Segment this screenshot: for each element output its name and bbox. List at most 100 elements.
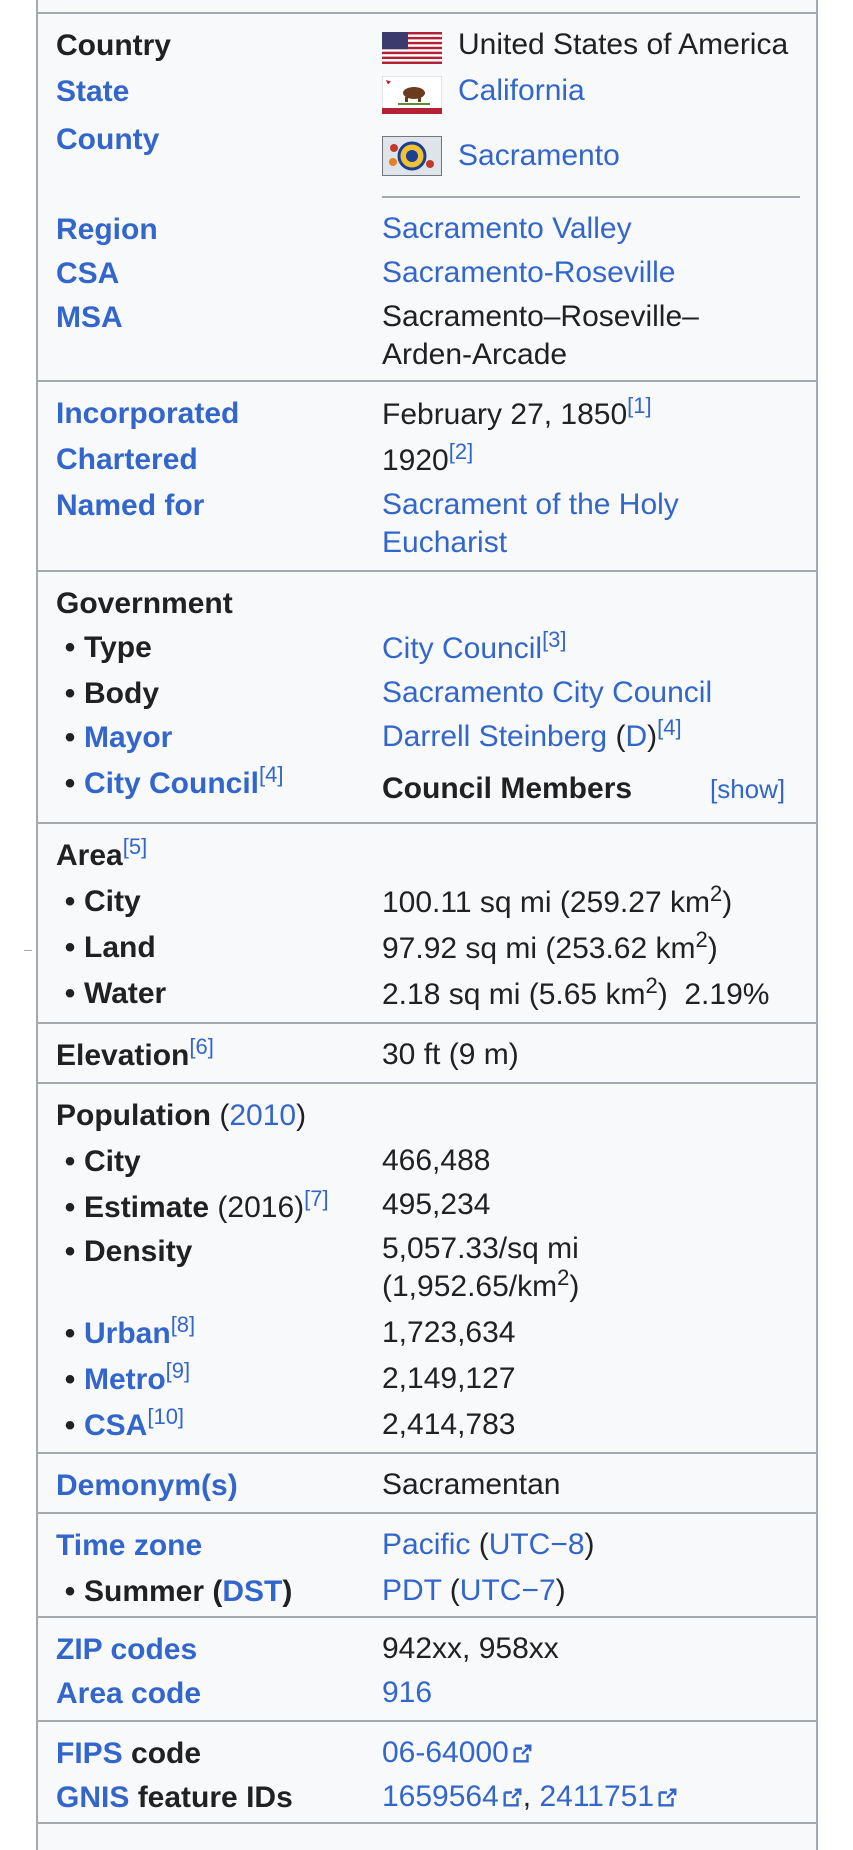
mayor-label-link[interactable]: Mayor [84, 721, 173, 754]
reference-link[interactable]: [1] [627, 393, 652, 418]
city-council-label-link[interactable]: City Council [84, 767, 260, 800]
infobox [36, 0, 818, 1850]
elevation-label: Elevation[6] [56, 1036, 214, 1074]
population-heading: Population (2010) [56, 1099, 307, 1132]
pop-csa-label: • CSA[10] [56, 1406, 184, 1444]
area-code-value-link[interactable]: 916 [382, 1676, 433, 1709]
bullet: • [64, 767, 76, 800]
pop-estimate-value: 495,234 [382, 1188, 491, 1221]
dst-link[interactable]: DST [222, 1575, 283, 1608]
fips-label-rest: code [122, 1737, 202, 1770]
area-city-text-value: 100.11 sq mi (259.27 km [382, 886, 710, 919]
chartered-value: 1920[2] [382, 439, 474, 480]
gnis-id-link-1[interactable]: 1659564 [382, 1780, 499, 1813]
reference-link[interactable]: [6] [189, 1034, 214, 1059]
gov-body-value-link[interactable]: Sacramento City Council [382, 676, 713, 709]
divider [36, 1082, 818, 1084]
fips-link[interactable]: FIPS [56, 1737, 123, 1770]
reference-link[interactable]: [9] [165, 1358, 191, 1383]
csa-label-link[interactable]: CSA [56, 257, 120, 290]
utc-offset-link[interactable]: UTC−8 [488, 1528, 585, 1561]
demonym-label-link[interactable]: Demonym(s) [56, 1469, 238, 1502]
county-value-link[interactable]: Sacramento [458, 139, 620, 172]
pop-city-label: • City [56, 1144, 141, 1180]
bullet: • [64, 885, 76, 918]
mayor-name-link[interactable]: Darrell Steinberg [382, 720, 608, 753]
county-label-link[interactable]: County [56, 123, 160, 156]
gov-mayor-value: Darrell Steinberg (D)[4] [382, 715, 682, 754]
reference-link[interactable]: [8] [170, 1312, 196, 1337]
fips-value[interactable]: 06-64000 [382, 1734, 533, 1772]
gov-body-label: • Body [56, 676, 159, 712]
reference-link[interactable]: [7] [304, 1186, 329, 1211]
divider [36, 1512, 818, 1514]
area-water-text: Water [84, 977, 167, 1010]
population-heading-text: Population [56, 1099, 211, 1132]
zip-codes-label-link[interactable]: ZIP codes [56, 1633, 198, 1666]
bullet: • [64, 1191, 76, 1224]
country-value: United States of America [458, 28, 789, 61]
reference-link[interactable]: [2] [448, 439, 474, 464]
pop-city-value: 466,488 [382, 1144, 491, 1177]
region-value-link[interactable]: Sacramento Valley [382, 212, 632, 245]
area-land-label: • Land [56, 930, 156, 966]
pacific-link[interactable]: Pacific [382, 1528, 471, 1561]
gnis-link[interactable]: GNIS [56, 1781, 130, 1814]
council-members-heading: Council Members [382, 772, 633, 805]
gov-body-text: Body [84, 677, 159, 710]
divider [36, 570, 818, 572]
party-link[interactable]: D [625, 720, 648, 753]
show-council-toggle[interactable]: [show] [710, 774, 786, 804]
bullet: • [64, 677, 76, 710]
csa-value-link[interactable]: Sacramento-Roseville [382, 256, 676, 289]
reference-link[interactable]: [4] [657, 715, 682, 740]
urban-link[interactable]: Urban [84, 1317, 171, 1350]
gnis-id-link-2[interactable]: 2411751 [539, 1780, 655, 1813]
time-zone-label-link[interactable]: Time zone [56, 1529, 203, 1562]
msa-label-link[interactable]: MSA [56, 301, 123, 334]
metro-link[interactable]: Metro [84, 1363, 166, 1396]
fips-value-link[interactable]: 06-64000 [382, 1736, 509, 1769]
msa-value-line2: Arden-Arcade [382, 338, 568, 371]
divider [36, 1022, 818, 1024]
paren: ) [569, 1270, 580, 1303]
region-label-link[interactable]: Region [56, 213, 158, 246]
reference-link[interactable]: [3] [542, 627, 567, 652]
pdt-link[interactable]: PDT [382, 1574, 442, 1607]
utc-summer-offset-link[interactable]: UTC−7 [459, 1574, 556, 1607]
csa-pop-link[interactable]: CSA [84, 1409, 148, 1442]
area-land-value: 97.92 sq mi (253.62 km2) [382, 929, 718, 968]
pop-urban-value: 1,723,634 [382, 1316, 516, 1349]
chartered-label-link[interactable]: Chartered [56, 443, 198, 476]
country-label: Country [56, 29, 171, 62]
gnis-label-rest: feature IDs [129, 1781, 293, 1814]
gnis-label: GNIS feature IDs [56, 1780, 293, 1816]
census-year-link[interactable]: 2010 [229, 1099, 297, 1132]
reference-link[interactable]: [5] [122, 834, 148, 859]
area-code-label-link[interactable]: Area code [56, 1677, 202, 1710]
reference-link[interactable]: [10] [147, 1404, 185, 1429]
chartered-year: 1920 [382, 444, 449, 477]
divider [36, 12, 818, 14]
incorporated-label-link[interactable]: Incorporated [56, 397, 240, 430]
named-for-line1[interactable]: Sacrament of the Holy [382, 488, 679, 521]
gov-mayor-label: • Mayor [56, 720, 173, 756]
pop-metro-value: 2,149,127 [382, 1362, 516, 1395]
external-link-icon [503, 1788, 522, 1807]
pop-density-label: • Density [56, 1234, 193, 1270]
paren: ) [707, 932, 718, 965]
gov-type-value: City Council[3] [382, 627, 567, 668]
gov-type-text: Type [84, 631, 152, 664]
gnis-value: 1659564, 2411751 [382, 1778, 678, 1816]
state-label-link[interactable]: State [56, 75, 130, 108]
named-for-value-link[interactable]: Sacrament of the Holy Eucharist [382, 486, 679, 562]
state-value-link[interactable]: California [458, 74, 585, 107]
named-for-line2[interactable]: Eucharist [382, 526, 508, 559]
reference-link[interactable]: [4] [259, 762, 284, 787]
water-percent: 2.19% [684, 978, 770, 1011]
named-for-label-link[interactable]: Named for [56, 489, 205, 522]
density-line2-text: (1,952.65/km [382, 1270, 558, 1303]
government-heading: Government [56, 587, 233, 620]
city-council-link[interactable]: City Council [382, 632, 543, 665]
page-edge-mark [24, 950, 32, 951]
